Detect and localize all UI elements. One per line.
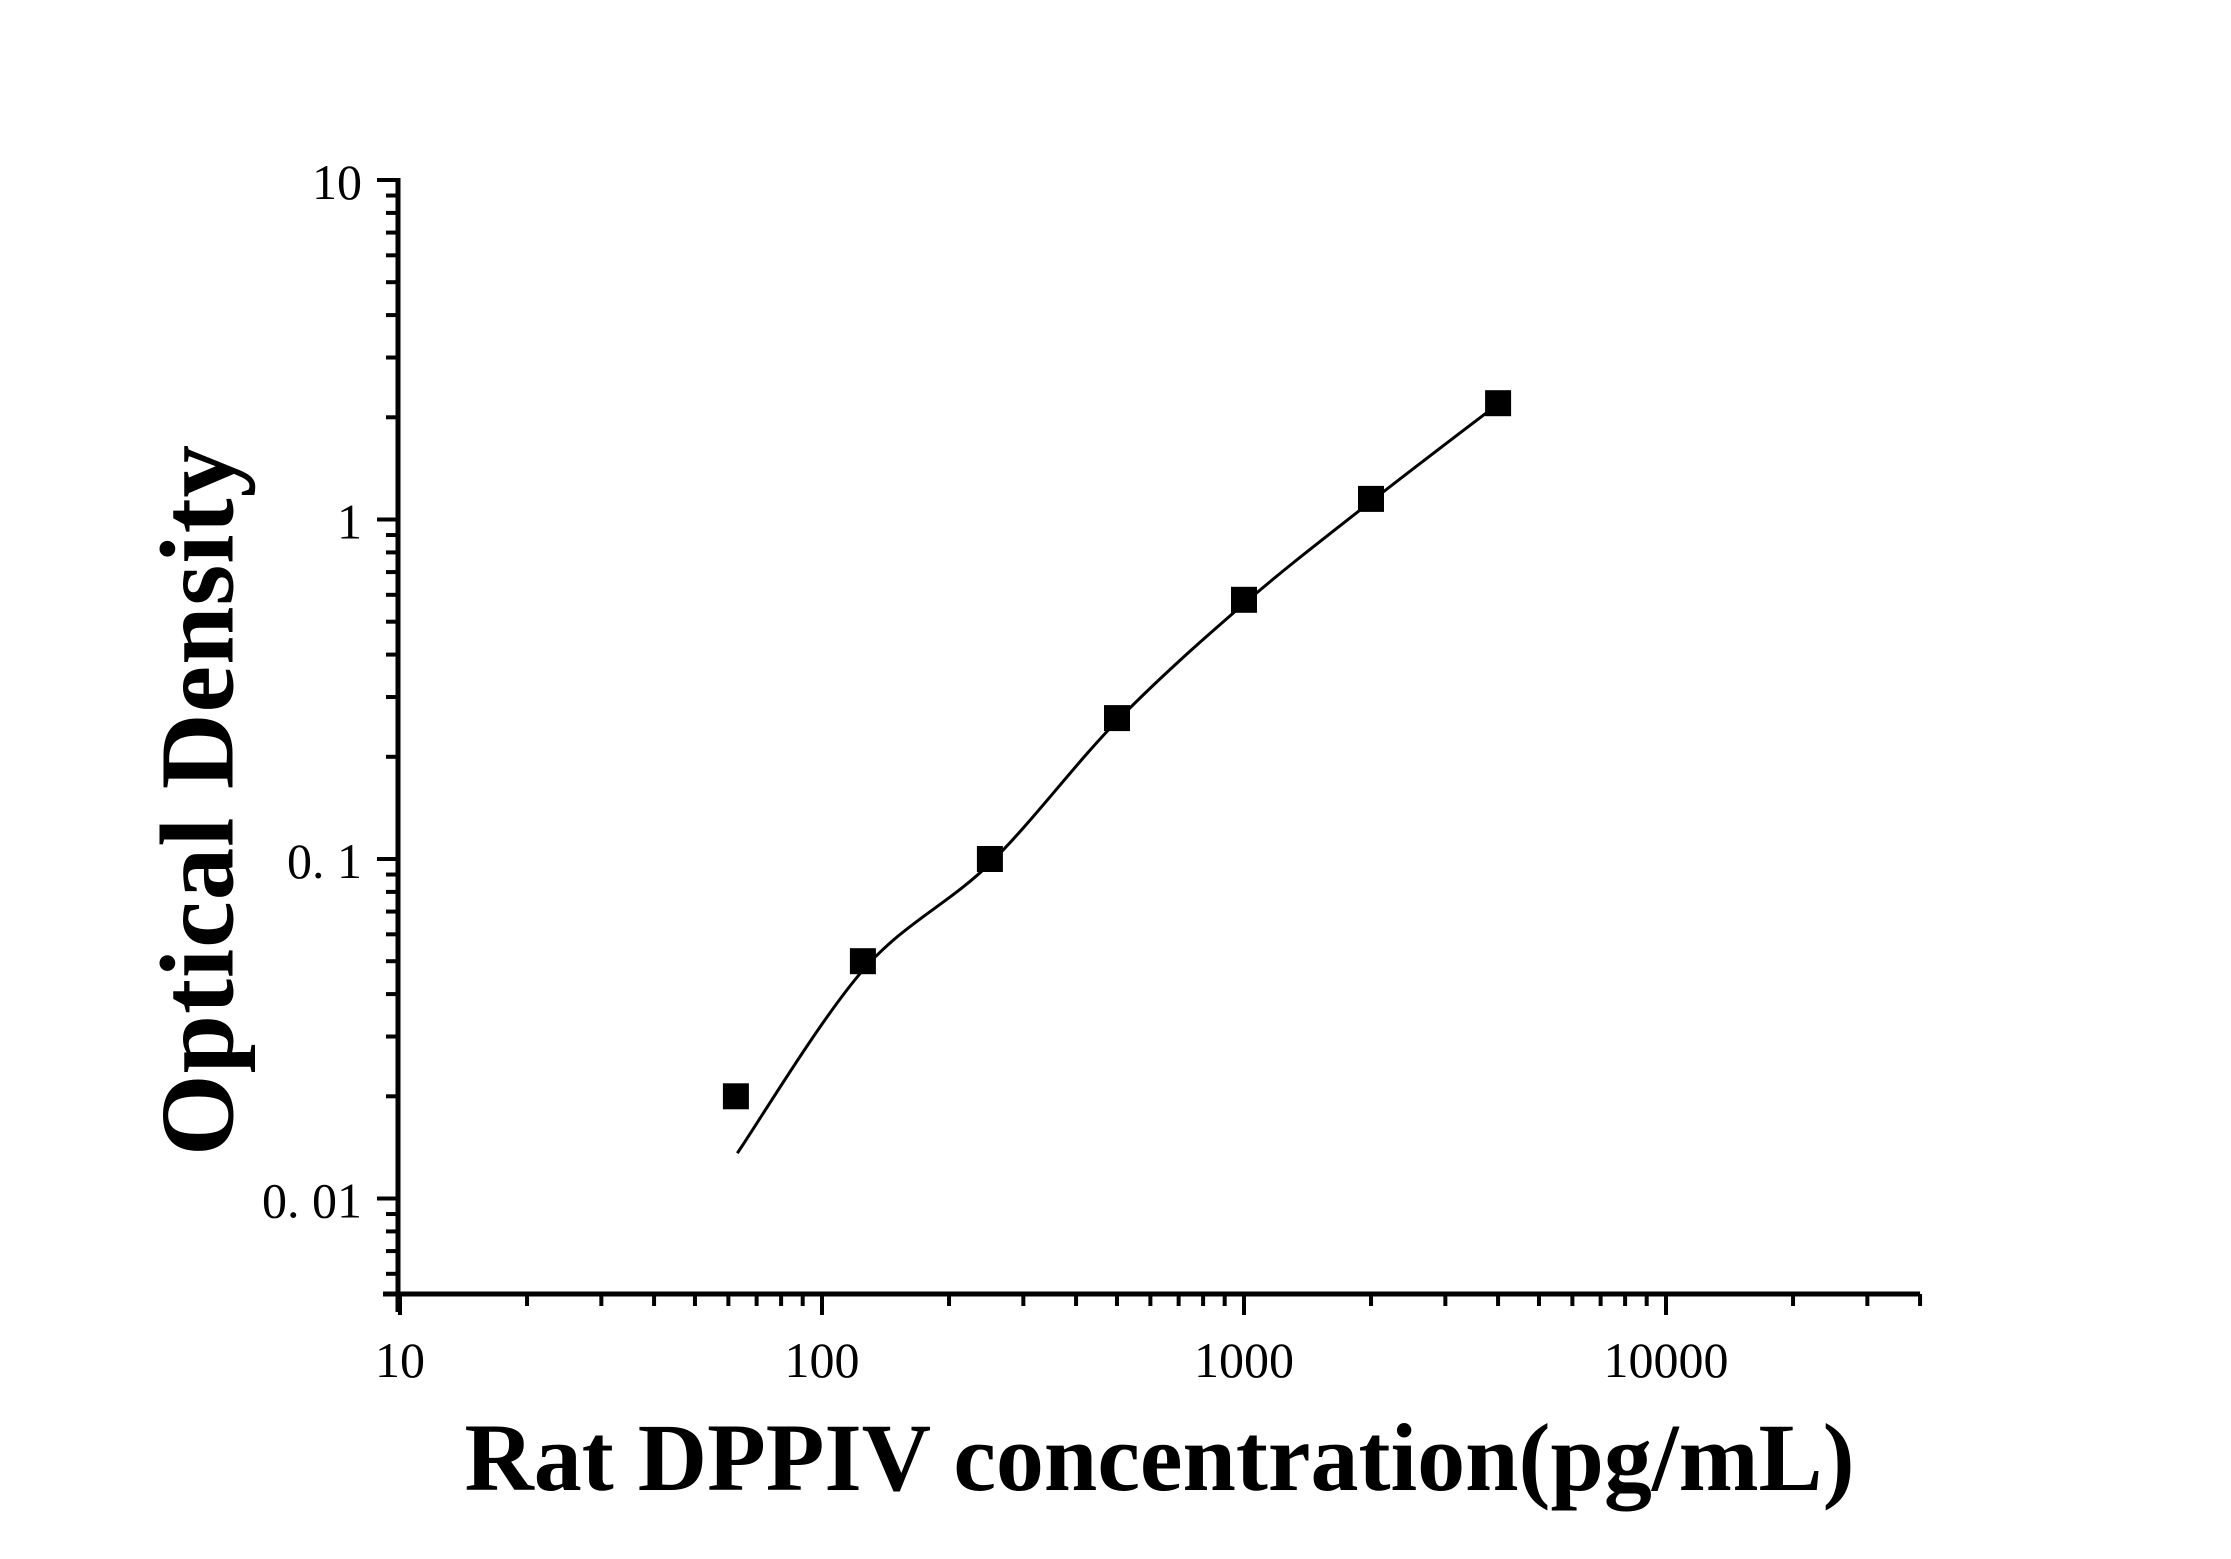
y-tick-label: 0. 1 [287, 833, 362, 889]
data-point-square [1104, 705, 1130, 732]
y-tick-label: 0. 01 [262, 1173, 362, 1229]
x-tick-label: 100 [785, 1332, 860, 1388]
data-point-square [849, 948, 876, 975]
x-axis-title: Rat DPPIV concentration(pg/mL) [464, 1404, 1855, 1511]
data-point-square [1485, 390, 1512, 417]
data-point-square [722, 1083, 749, 1110]
x-tick-label: 10000 [1604, 1332, 1729, 1388]
x-tick-label: 1000 [1194, 1332, 1294, 1388]
y-axis-title: Optical Density [138, 443, 256, 1157]
fit-curve [736, 402, 1500, 1155]
x-tick-label: 10 [375, 1332, 425, 1388]
data-point-square [1358, 485, 1384, 512]
y-tick-label: 1 [337, 494, 362, 550]
data-point-square [1231, 586, 1257, 613]
data-point-square [976, 846, 1003, 872]
y-tick-label: 10 [312, 154, 362, 210]
